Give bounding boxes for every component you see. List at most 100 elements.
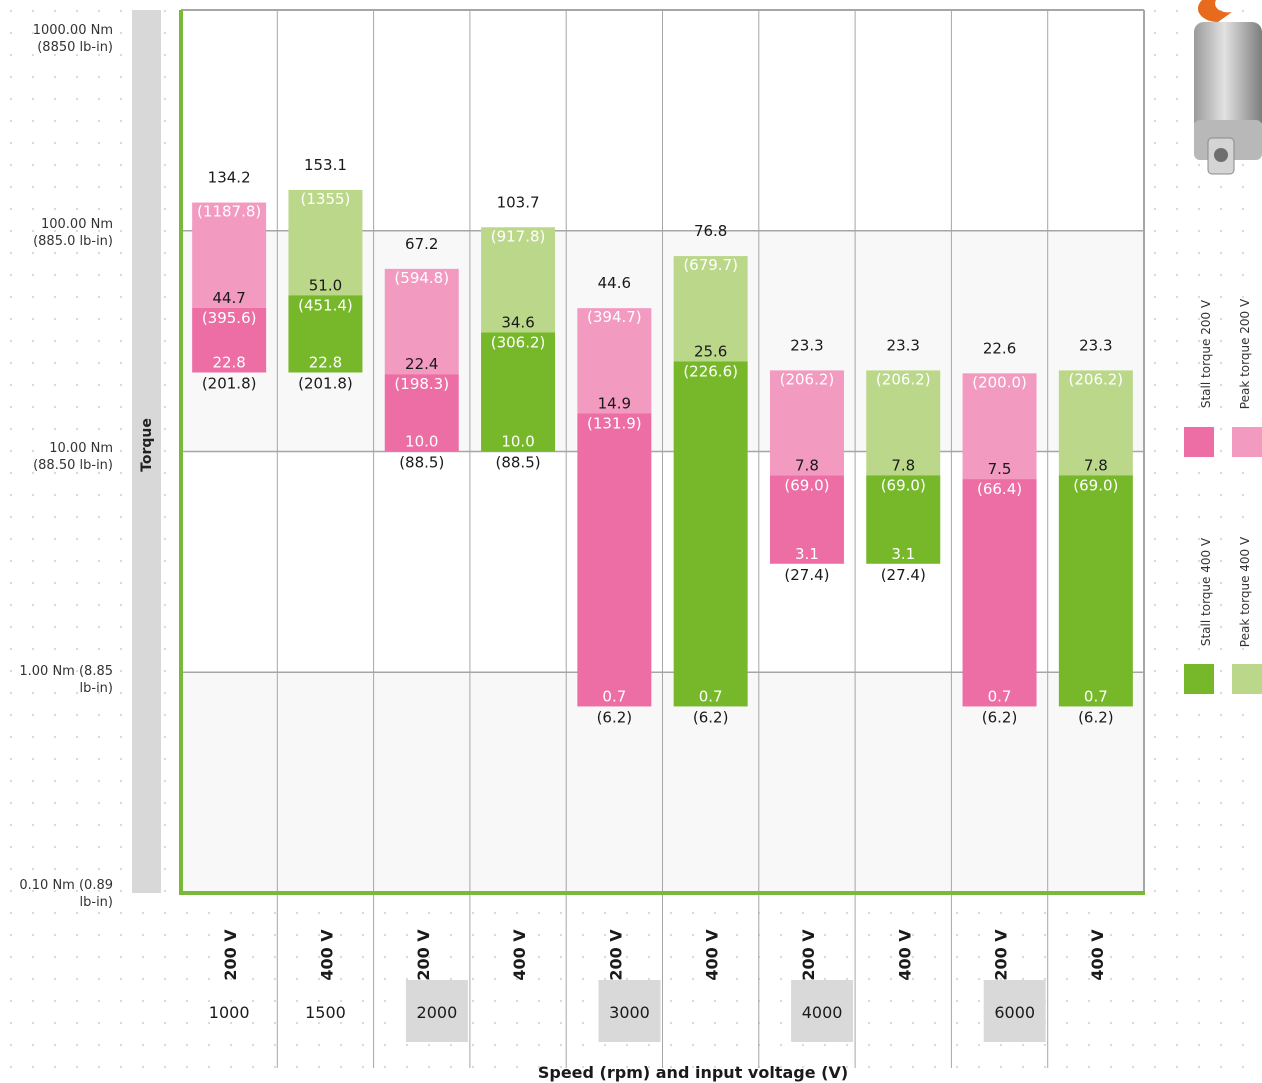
peak-value-label: 103.7 [497, 193, 540, 211]
stall-min-value-label: 3.1 [795, 545, 819, 563]
y-tick-line1: 100.00 Nm [40, 217, 113, 232]
peak-value-label: 22.6 [983, 339, 1016, 357]
legend-text: Peak torque 200 V [1238, 298, 1252, 410]
legend-swatch-peak-200 [1232, 427, 1262, 457]
stall-min-lbin-label: (6.2) [982, 708, 1018, 726]
legend-text: Stall torque 200 V [1199, 299, 1213, 409]
stall-max-value-label: 34.6 [501, 313, 534, 331]
speed-group-box [791, 980, 854, 1042]
speed-tick-label: 1500 [305, 1003, 346, 1022]
stall-min-value-label: 10.0 [501, 433, 534, 451]
stall-min-lbin-label: (201.8) [202, 374, 257, 392]
peak-value-label: 44.6 [598, 274, 631, 292]
speed-tick-label: 2000 [417, 1003, 458, 1022]
stall-max-value-label: 44.7 [212, 289, 245, 307]
stall-max-lbin-label: (451.4) [298, 296, 353, 314]
y-tick-line1: 10.00 Nm [49, 441, 113, 456]
stall-min-lbin-label: (6.2) [693, 708, 729, 726]
y-tick-line2: (885.0 lb-in) [33, 234, 113, 249]
voltage-tick-label: 200 V [992, 929, 1011, 981]
peak-torque-bar [384, 268, 459, 375]
stall-max-lbin-label: (69.0) [784, 476, 829, 494]
servo-motor-photo [1194, 0, 1262, 175]
speed-group-box [405, 980, 468, 1042]
peak-torque-bar [1058, 370, 1133, 476]
stall-min-lbin-label: (88.5) [495, 454, 540, 472]
stall-max-lbin-label: (198.3) [394, 375, 449, 393]
speed-tick-label: 6000 [994, 1003, 1035, 1022]
stall-min-value-label: 0.7 [988, 687, 1012, 705]
voltage-tick-label: 400 V [895, 929, 914, 981]
peak-value-label: 23.3 [887, 336, 920, 354]
stall-max-value-label: 7.8 [795, 456, 819, 474]
stall-min-lbin-label: (6.2) [1078, 708, 1114, 726]
voltage-tick-label: 400 V [1088, 929, 1107, 981]
y-tick-line1: 0.10 Nm (0.89 [19, 878, 113, 893]
stall-torque-bar [1058, 475, 1133, 707]
stall-torque-bar [288, 295, 363, 373]
peak-lbin-label: (206.2) [876, 370, 931, 388]
speed-group-box [598, 980, 661, 1042]
stall-torque-bar [769, 475, 844, 564]
peak-lbin-label: (594.8) [394, 269, 449, 287]
legend-swatch-stall-400 [1184, 664, 1214, 694]
peak-torque-bar [577, 308, 652, 414]
stall-min-value-label: 22.8 [212, 353, 245, 371]
peak-torque-bar [192, 202, 267, 308]
y-tick-line2: (8850 lb-in) [37, 40, 113, 55]
speed-group-box [983, 980, 1046, 1042]
speed-tick-label: 4000 [802, 1003, 843, 1022]
peak-torque-bar [288, 189, 363, 296]
peak-value-label: 76.8 [694, 222, 727, 240]
y-tick-label-1: 1.00 Nm (8.85 lb-in) [0, 663, 113, 697]
peak-torque-bar [962, 373, 1037, 480]
legend-swatch-stall-200 [1184, 427, 1214, 457]
speed-tick-label: 3000 [609, 1003, 650, 1022]
stall-max-lbin-label: (226.6) [683, 362, 738, 380]
torque-chart: 134.2 (1187.8) 44.7 (395.6) 22.8 (201.8) 153.1… [179, 9, 1145, 1082]
peak-lbin-label: (1187.8) [197, 203, 261, 221]
voltage-tick-label: 400 V [703, 929, 722, 981]
stall-max-lbin-label: (66.4) [977, 480, 1022, 498]
peak-lbin-label: (1355) [301, 190, 351, 208]
legend-swatch-peak-400 [1232, 664, 1262, 694]
stall-min-value-label: 3.1 [891, 545, 915, 563]
stall-torque-bar [384, 374, 459, 452]
stall-min-lbin-label: (27.4) [881, 566, 926, 584]
stall-min-lbin-label: (201.8) [298, 374, 353, 392]
voltage-tick-label: 200 V [414, 929, 433, 981]
peak-lbin-label: (917.8) [491, 227, 546, 245]
y-tick-label-1000: 1000.00 Nm (8850 lb-in) [0, 22, 113, 56]
torque-axis-band [132, 10, 161, 893]
peak-lbin-label: (394.7) [587, 308, 642, 326]
y-tick-line1: 1.00 Nm (8.85 [19, 664, 113, 679]
peak-value-label: 67.2 [405, 235, 438, 253]
y-tick-label-10: 10.00 Nm (88.50 lb-in) [0, 440, 113, 474]
stall-max-lbin-label: (131.9) [587, 414, 642, 432]
stall-max-value-label: 25.6 [694, 342, 727, 360]
stall-min-lbin-label: (27.4) [784, 566, 829, 584]
stall-torque-bar [481, 332, 556, 452]
peak-value-label: 23.3 [790, 336, 823, 354]
stall-max-value-label: 14.9 [598, 394, 631, 412]
peak-lbin-label: (206.2) [1069, 370, 1124, 388]
y-tick-line2: lb-in) [79, 681, 113, 696]
stall-max-value-label: 22.4 [405, 355, 438, 373]
peak-value-label: 23.3 [1079, 336, 1112, 354]
stall-max-lbin-label: (395.6) [202, 309, 257, 327]
stall-torque-bar [577, 413, 652, 707]
x-axis-title: Speed (rpm) and input voltage (V) [538, 1063, 848, 1082]
peak-value-label: 134.2 [208, 169, 251, 187]
legend-text: Peak torque 400 V [1238, 536, 1252, 648]
stall-min-value-label: 10.0 [405, 433, 438, 451]
legend-text: Stall torque 400 V [1199, 537, 1213, 647]
stall-min-value-label: 0.7 [1084, 687, 1108, 705]
peak-torque-bar [481, 227, 556, 333]
peak-torque-bar [673, 256, 748, 362]
peak-lbin-label: (679.7) [683, 256, 738, 274]
stall-min-value-label: 0.7 [602, 687, 626, 705]
peak-value-label: 153.1 [304, 156, 347, 174]
stall-torque-bar [962, 479, 1037, 707]
y-tick-line1: 1000.00 Nm [32, 23, 113, 38]
y-tick-label-100: 100.00 Nm (885.0 lb-in) [0, 216, 113, 250]
